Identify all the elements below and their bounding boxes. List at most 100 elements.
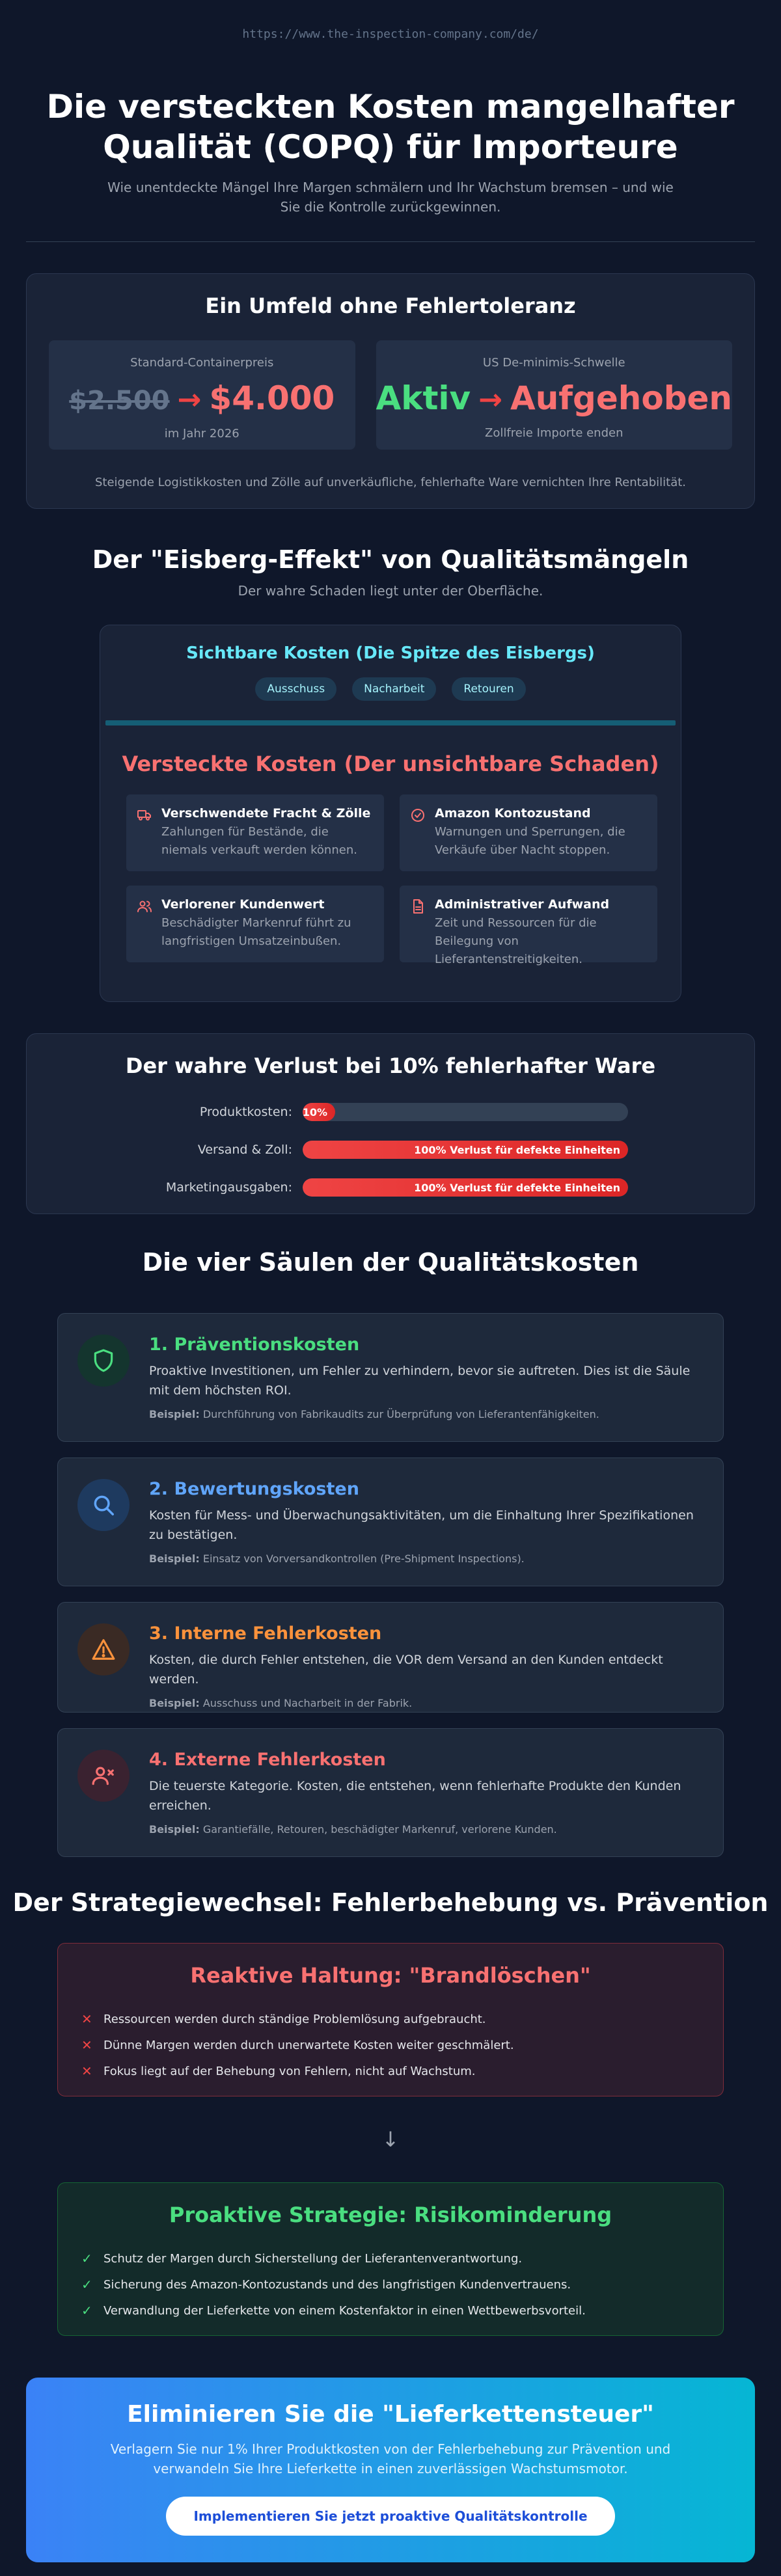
pillar-appraisal: 2. Bewertungskosten Kosten für Mess- und… [57, 1457, 724, 1586]
cta-button[interactable]: Implementieren Sie jetzt proaktive Quali… [166, 2497, 615, 2536]
deminimis-old: Aktiv [376, 379, 471, 417]
bar-label: Versand & Zoll: [197, 1143, 292, 1157]
pillar-example: Beispiel: Einsatz von Vorversandkontroll… [149, 1552, 704, 1565]
loss-bar-shipping: Versand & Zoll: 100% Verlust für defekte… [27, 1141, 754, 1159]
cta-section: Eliminieren Sie die "Lieferkettensteuer"… [26, 2378, 755, 2562]
list-item: ✕ Dünne Margen werden durch unerwartete K… [81, 2032, 723, 2058]
pillar-text: Kosten für Mess- und Überwachungsaktivit… [149, 1508, 694, 1542]
pill-scrap: Ausschuss [255, 677, 337, 701]
iceberg-section: Sichtbare Kosten (Die Spitze des Eisberg… [100, 625, 681, 1002]
example-label: Beispiel: [149, 1823, 200, 1836]
user-x-icon [77, 1750, 130, 1802]
list-item-text: Dünne Margen werden durch unerwartete Ko… [103, 2038, 514, 2052]
check-icon: ✓ [81, 2277, 92, 2292]
iceberg-title: Der "Eisberg-Effekt" von Qualitätsmängel… [92, 545, 689, 574]
environment-title: Ein Umfeld ohne Fehlertoleranz [205, 293, 576, 318]
pillar-external-failure: 4. Externe Fehlerkosten Die teuerste Kat… [57, 1728, 724, 1857]
search-icon [77, 1479, 130, 1531]
hidden-item-amazon: Amazon Kontozustand Warnungen und Sperru… [400, 794, 657, 871]
hidden-item-text: Zahlungen für Bestände, die niemals verk… [161, 825, 357, 857]
x-icon: ✕ [81, 2037, 92, 2053]
check-circle-icon [411, 809, 424, 822]
pillar-prevention: 1. Präventionskosten Proaktive Investiti… [57, 1313, 724, 1442]
deminimis-box: US De-minimis-Schwelle Aktiv → Aufgehoben … [376, 340, 732, 450]
bar-track: 10% [303, 1103, 628, 1121]
list-item-text: Sicherung des Amazon-Kontozustands und d… [103, 2277, 571, 2292]
hidden-item-text: Warnungen und Sperrungen, die Verkäufe ü… [435, 825, 625, 857]
example-label: Beispiel: [149, 1408, 200, 1420]
pillar-example: Beispiel: Ausschuss und Nacharbeit in de… [149, 1697, 704, 1709]
list-item: ✕ Fokus liegt auf der Behebung von Fehler… [81, 2058, 723, 2084]
container-price-new: $4.000 [209, 379, 335, 417]
hidden-item-text: Zeit und Ressourcen für die Beilegung vo… [435, 916, 597, 966]
hidden-item-title: Amazon Kontozustand [435, 806, 591, 820]
arrow-right-icon: → [478, 383, 502, 416]
deminimis-label: US De-minimis-Schwelle [482, 356, 625, 370]
users-icon [137, 901, 152, 912]
hidden-costs-title: Versteckte Kosten (Der unsichtbare Schad… [122, 752, 659, 776]
pillar-example: Beispiel: Durchführung von Fabrikaudits … [149, 1408, 704, 1420]
bar-fill: 100% Verlust für defekte Einheiten [303, 1141, 628, 1159]
example-label: Beispiel: [149, 1697, 200, 1709]
list-item: ✓ Sicherung des Amazon-Kontozustands und … [81, 2271, 723, 2298]
warning-icon [77, 1623, 130, 1675]
x-icon: ✕ [81, 2063, 92, 2079]
bar-track: 100% Verlust für defekte Einheiten [303, 1178, 628, 1197]
hidden-item-title: Verlorener Kundenwert [161, 897, 325, 912]
bar-label: Marketingausgaben: [165, 1180, 292, 1195]
arrow-down-icon: ↓ [381, 2127, 400, 2152]
list-item-text: Verwandlung der Lieferkette von einem Ko… [103, 2303, 586, 2318]
pillar-title: 3. Interne Fehlerkosten [149, 1623, 382, 1644]
pillar-text: Die teuerste Kategorie. Kosten, die ents… [149, 1779, 681, 1813]
pillar-example: Beispiel: Garantiefälle, Retouren, besch… [149, 1823, 704, 1836]
list-item: ✓ Verwandlung der Lieferkette von einem K… [81, 2298, 723, 2324]
container-price-old: $2.500 [69, 386, 170, 416]
bar-fill: 10% [303, 1103, 335, 1121]
deminimis-new: Aufgehoben [510, 379, 732, 417]
waterline-divider [105, 720, 676, 725]
page-title: Die versteckten Kosten mangelhafter Qual… [46, 88, 735, 166]
proactive-title: Proaktive Strategie: Risikominderung [169, 2203, 612, 2227]
pillar-title: 2. Bewertungskosten [149, 1479, 359, 1499]
reactive-section: Reaktive Haltung: "Brandlöschen" ✕ Ressou… [57, 1943, 724, 2096]
example-text: Garantiefälle, Retouren, beschädigter Ma… [202, 1823, 557, 1836]
environment-section: Ein Umfeld ohne Fehlertoleranz Standard-… [26, 273, 755, 509]
loss-title: Der wahre Verlust bei 10% fehlerhafter W… [125, 1053, 656, 1078]
bar-label: Produktkosten: [199, 1105, 292, 1119]
cta-title: Eliminieren Sie die "Lieferkettensteuer" [127, 2401, 654, 2428]
hidden-item-title: Verschwendete Fracht & Zölle [161, 806, 371, 820]
iceberg-subtitle: Der wahre Schaden liegt unter der Oberfl… [238, 583, 543, 599]
pillar-title: 4. Externe Fehlerkosten [149, 1750, 386, 1770]
list-item-text: Schutz der Margen durch Sicherstellung d… [103, 2251, 523, 2266]
container-price-label: Standard-Containerpreis [130, 356, 274, 370]
pillar-internal-failure: 3. Interne Fehlerkosten Kosten, die durc… [57, 1602, 724, 1713]
reactive-title: Reaktive Haltung: "Brandlöschen" [190, 1963, 591, 1988]
shield-icon [77, 1335, 130, 1387]
container-price-note: im Jahr 2026 [164, 427, 240, 441]
list-item: ✓ Schutz der Margen durch Sicherstellung … [81, 2245, 723, 2271]
bar-track: 100% Verlust für defekte Einheiten [303, 1141, 628, 1159]
list-item-text: Fokus liegt auf der Behebung von Fehlern… [103, 2064, 476, 2078]
loss-section: Der wahre Verlust bei 10% fehlerhafter W… [26, 1033, 755, 1214]
pillar-text: Kosten, die durch Fehler entstehen, die … [149, 1653, 663, 1687]
list-item: ✕ Ressourcen werden durch ständige Proble… [81, 2006, 723, 2032]
example-text: Ausschuss und Nacharbeit in der Fabrik. [202, 1697, 413, 1709]
loss-bar-product: Produktkosten: 10% [27, 1103, 754, 1121]
truck-icon [137, 810, 151, 820]
list-item-text: Ressourcen werden durch ständige Problem… [103, 2012, 486, 2026]
source-url: https://www.the-inspection-company.com/d… [242, 27, 539, 41]
x-icon: ✕ [81, 2011, 92, 2027]
visible-costs-title: Sichtbare Kosten (Die Spitze des Eisberg… [186, 644, 595, 663]
hidden-item-freight: Verschwendete Fracht & Zölle Zahlungen f… [126, 794, 384, 871]
pillar-text: Proaktive Investitionen, um Fehler zu ve… [149, 1364, 691, 1398]
cta-text: Verlagern Sie nur 1% Ihrer Produktkosten… [110, 2441, 671, 2476]
arrow-right-icon: → [177, 383, 202, 416]
header-divider [26, 241, 755, 242]
hidden-item-text: Beschädigter Markenruf führt zu langfris… [161, 916, 351, 948]
bar-fill: 100% Verlust für defekte Einheiten [303, 1178, 628, 1197]
example-text: Durchführung von Fabrikaudits zur Überpr… [202, 1408, 599, 1420]
hidden-item-admin: Administrativer Aufwand Zeit und Ressour… [400, 886, 657, 966]
container-price-box: Standard-Containerpreis $2.500 → $4.000 im… [49, 340, 355, 450]
pill-returns: Retouren [452, 677, 526, 701]
